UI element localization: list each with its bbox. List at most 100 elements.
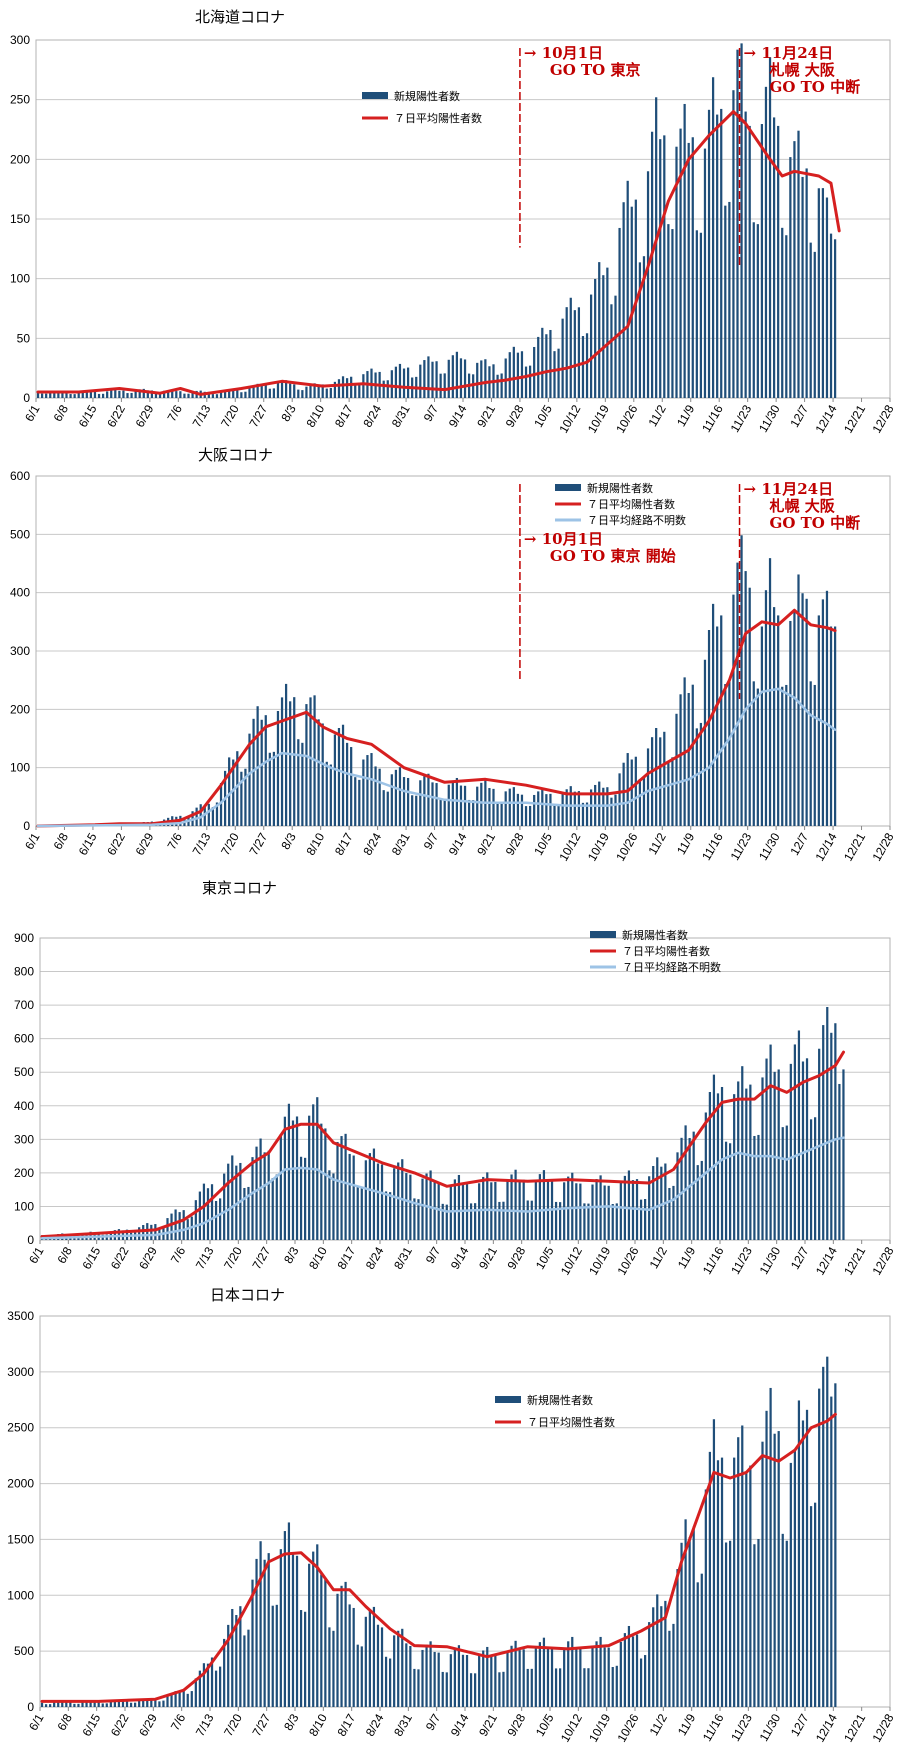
bar xyxy=(506,1652,509,1707)
x-tick-label: 11/23 xyxy=(728,1711,755,1744)
bar xyxy=(73,1703,76,1707)
bar xyxy=(255,1146,258,1240)
bar xyxy=(255,1558,258,1707)
bar xyxy=(619,1641,622,1707)
bar xyxy=(765,1058,768,1240)
bar xyxy=(461,1654,465,1707)
x-tick-label: 8/24 xyxy=(360,830,384,858)
x-tick-label: 7/6 xyxy=(164,402,185,424)
x-tick-label: 10/26 xyxy=(613,402,640,435)
x-tick-label: 8/24 xyxy=(363,1244,387,1272)
bar xyxy=(324,1128,327,1240)
bar xyxy=(202,1663,206,1707)
x-tick-label: 6/29 xyxy=(136,1711,160,1739)
bar xyxy=(304,1157,307,1240)
x-tick-label: 9/28 xyxy=(503,402,527,430)
y-tick-label: 0 xyxy=(23,819,30,833)
bar xyxy=(635,1634,639,1707)
bar xyxy=(321,384,324,398)
bar xyxy=(441,1671,444,1707)
bar xyxy=(615,1665,618,1707)
bar xyxy=(814,1117,817,1240)
bar xyxy=(61,391,64,398)
x-tick-label: 8/31 xyxy=(389,830,413,858)
bar xyxy=(716,114,719,398)
bar xyxy=(154,393,158,398)
bar xyxy=(526,1668,529,1707)
bar xyxy=(549,793,552,826)
bar xyxy=(579,1183,582,1240)
bar xyxy=(325,388,328,398)
bar xyxy=(639,1199,643,1240)
bar xyxy=(606,267,609,398)
bar xyxy=(626,180,629,398)
bar xyxy=(45,393,48,398)
bar xyxy=(175,391,178,398)
bar xyxy=(825,197,829,398)
bar xyxy=(283,1531,286,1707)
x-tick-label: 7/13 xyxy=(190,830,214,858)
x-tick-label: 6/15 xyxy=(76,830,100,858)
bar xyxy=(740,43,743,398)
bar xyxy=(553,351,556,398)
x-tick-label: 7/6 xyxy=(164,830,185,852)
bar xyxy=(85,391,88,398)
bar xyxy=(744,571,747,826)
bar xyxy=(194,1678,197,1707)
x-tick-label: 12/14 xyxy=(813,1244,840,1277)
x-tick-label: 8/3 xyxy=(278,830,299,852)
y-tick-label: 200 xyxy=(10,152,30,166)
bar xyxy=(581,336,585,398)
bar xyxy=(247,1629,250,1707)
bar xyxy=(110,390,113,398)
bar xyxy=(496,374,499,398)
bar xyxy=(337,728,341,826)
bar xyxy=(482,1650,485,1707)
bar xyxy=(559,1668,562,1707)
bar xyxy=(370,753,373,826)
bar xyxy=(435,361,438,398)
bar xyxy=(211,394,215,398)
x-tick-label: 7/20 xyxy=(221,1244,245,1272)
x-tick-label: 10/5 xyxy=(533,1711,557,1739)
legend-label: ７日平均陽性者数 xyxy=(527,1415,615,1429)
bar xyxy=(595,1641,598,1707)
x-tick-label: 10/26 xyxy=(613,830,640,863)
x-tick-label: 12/28 xyxy=(869,402,896,435)
bar xyxy=(500,802,503,826)
bar xyxy=(809,1506,813,1707)
x-tick-label: 7/13 xyxy=(193,1244,217,1272)
y-tick-label: 2000 xyxy=(7,1477,34,1491)
bar xyxy=(805,168,808,398)
legend-swatch-bar xyxy=(362,92,388,99)
x-tick-label: 9/28 xyxy=(503,830,527,858)
bar xyxy=(781,1533,784,1707)
bar xyxy=(772,117,776,398)
bar xyxy=(541,327,544,398)
bar xyxy=(142,1225,145,1240)
bar xyxy=(364,1160,367,1240)
bar xyxy=(631,1636,635,1707)
bar xyxy=(575,1647,578,1707)
bar xyxy=(451,780,454,826)
x-tick-label: 8/3 xyxy=(281,1711,302,1733)
y-tick-label: 0 xyxy=(23,391,30,405)
bar xyxy=(231,1155,234,1240)
bar xyxy=(129,1702,133,1707)
bar xyxy=(271,1605,274,1707)
bar xyxy=(206,1663,210,1707)
bar xyxy=(622,762,625,826)
bar xyxy=(716,1093,720,1240)
bar xyxy=(476,786,479,826)
bar xyxy=(469,1673,473,1707)
bar xyxy=(419,364,422,398)
x-tick-label: 10/5 xyxy=(533,1244,557,1272)
bar xyxy=(638,778,642,826)
x-tick-label: 8/17 xyxy=(334,1711,358,1739)
bar xyxy=(297,389,300,398)
annotation-text: → 11月24日 xyxy=(744,44,834,62)
bar xyxy=(236,389,239,398)
bar xyxy=(372,1148,376,1240)
x-tick-label: 11/2 xyxy=(647,1244,671,1271)
bar xyxy=(183,393,186,398)
